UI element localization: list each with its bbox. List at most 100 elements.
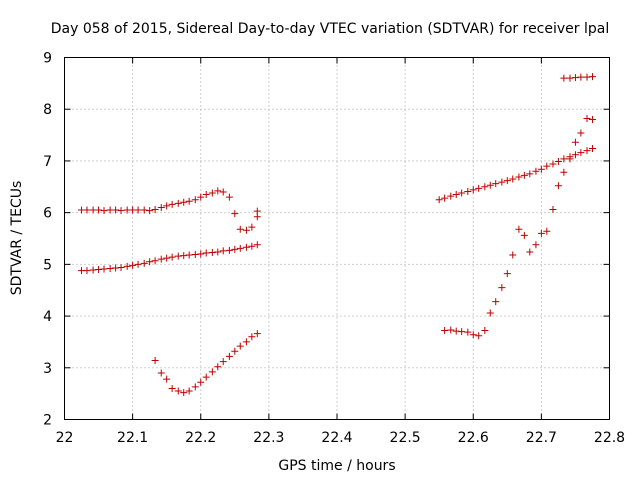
data-point	[242, 338, 250, 346]
data-point	[146, 207, 154, 215]
data-point	[515, 173, 523, 181]
series-segment-a-tail	[253, 207, 261, 215]
data-point	[549, 160, 557, 168]
data-point	[231, 347, 239, 355]
data-point	[83, 267, 91, 275]
x-tick-label: 22.3	[253, 430, 284, 446]
data-point	[140, 206, 148, 214]
data-point	[236, 225, 244, 233]
x-tick-label: 22.4	[321, 430, 352, 446]
data-point	[253, 241, 261, 249]
data-point	[95, 206, 103, 214]
data-point	[577, 149, 585, 157]
series-segment-a-lower	[78, 241, 261, 275]
data-point	[146, 258, 154, 266]
series-segment-b-top	[560, 73, 596, 82]
data-point	[231, 245, 239, 253]
data-point	[435, 196, 443, 204]
data-point	[219, 247, 227, 255]
data-point	[112, 264, 120, 272]
data-point	[537, 165, 545, 173]
data-point	[577, 73, 585, 81]
x-tick-label: 22.1	[117, 430, 148, 446]
data-point	[214, 363, 222, 371]
data-point	[100, 265, 108, 273]
series-segment-b-lower	[441, 115, 596, 340]
data-point	[532, 167, 540, 175]
data-point	[253, 330, 261, 338]
x-tick-label: 22	[56, 430, 74, 446]
plot-frame	[64, 57, 610, 420]
chart-title: Day 058 of 2015, Sidereal Day-to-day VTE…	[51, 21, 609, 37]
data-point	[526, 170, 534, 178]
data-point	[571, 151, 579, 159]
data-point	[163, 202, 171, 210]
data-points-layer	[78, 73, 596, 397]
data-point	[197, 378, 205, 386]
x-tick-label: 22.2	[185, 430, 216, 446]
data-point	[180, 198, 188, 206]
y-tick-label: 9	[43, 51, 52, 67]
data-point	[566, 74, 574, 82]
y-tick-label: 6	[43, 206, 52, 222]
data-point	[208, 189, 216, 197]
data-point	[464, 187, 472, 195]
data-point	[549, 206, 557, 214]
data-point	[191, 196, 199, 204]
data-point	[475, 184, 483, 192]
data-point	[134, 206, 142, 214]
data-point	[197, 250, 205, 258]
data-point	[191, 383, 199, 391]
data-point	[441, 327, 449, 335]
data-point	[486, 309, 494, 317]
series-segment-b-upper	[435, 145, 596, 204]
data-point	[174, 199, 182, 207]
data-point	[191, 251, 199, 259]
data-point	[208, 368, 216, 376]
data-point	[441, 194, 449, 202]
data-point	[185, 251, 193, 259]
data-point	[253, 207, 261, 215]
data-point	[481, 183, 489, 191]
y-tick-label: 3	[43, 361, 52, 377]
data-point	[543, 162, 551, 170]
data-point	[588, 73, 596, 81]
y-tick-label: 7	[43, 154, 52, 170]
data-point	[554, 182, 562, 190]
data-point	[509, 175, 517, 183]
data-point	[498, 284, 506, 292]
data-point	[560, 155, 568, 163]
data-point	[248, 333, 256, 341]
data-point	[157, 369, 165, 377]
data-point	[112, 206, 120, 214]
data-point	[509, 251, 517, 259]
data-point	[151, 206, 159, 214]
data-point	[481, 327, 489, 335]
data-point	[452, 327, 460, 335]
data-point	[458, 189, 466, 197]
data-point	[554, 157, 562, 165]
data-point	[134, 260, 142, 268]
data-point	[208, 248, 216, 256]
data-point	[469, 331, 477, 339]
data-point	[526, 248, 534, 256]
data-point	[202, 191, 210, 199]
data-point	[242, 226, 250, 234]
data-point	[225, 193, 233, 201]
data-point	[180, 389, 188, 397]
data-point	[571, 138, 579, 146]
data-point	[219, 188, 227, 196]
data-point	[566, 155, 574, 163]
y-tick-labels: 2 3 4 5 6 7 8 9	[43, 51, 52, 429]
data-point	[174, 387, 182, 395]
data-point	[242, 243, 250, 251]
data-point	[447, 326, 455, 334]
data-point	[202, 373, 210, 381]
data-point	[583, 147, 591, 155]
data-point	[185, 387, 193, 395]
data-point	[168, 200, 176, 208]
x-axis-label: GPS time / hours	[278, 458, 395, 474]
data-point	[571, 74, 579, 82]
data-point	[174, 252, 182, 260]
